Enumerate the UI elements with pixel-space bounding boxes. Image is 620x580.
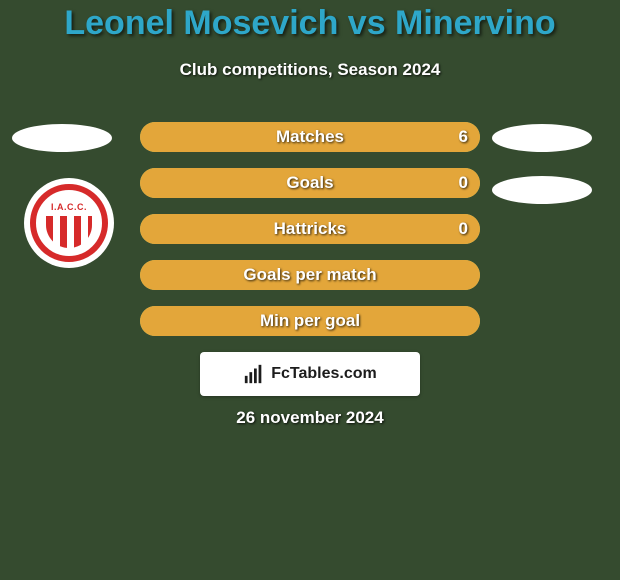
stat-label: Matches	[140, 122, 480, 152]
stat-row: Goals per match	[140, 260, 480, 290]
stat-value: 6	[459, 122, 468, 152]
stat-row: Matches6	[140, 122, 480, 152]
stat-label: Hattricks	[140, 214, 480, 244]
stat-label: Goals per match	[140, 260, 480, 290]
attribution-text: FcTables.com	[271, 365, 377, 383]
bar-chart-icon	[243, 363, 265, 385]
player-avatar-right	[492, 124, 592, 152]
date-label: 26 november 2024	[0, 408, 620, 428]
club-badge-stripes	[46, 216, 92, 248]
subtitle: Club competitions, Season 2024	[0, 60, 620, 80]
stat-row: Goals0	[140, 168, 480, 198]
stat-value: 0	[459, 168, 468, 198]
stat-value: 0	[459, 214, 468, 244]
attribution-box: FcTables.com	[200, 352, 420, 396]
player-avatar-left	[12, 124, 112, 152]
club-badge-text: I.A.C.C.	[36, 202, 102, 212]
stat-label: Min per goal	[140, 306, 480, 336]
club-badge-left: I.A.C.C.	[24, 178, 114, 268]
comparison-infographic: Leonel Mosevich vs Minervino Club compet…	[0, 0, 620, 580]
stat-row: Hattricks0	[140, 214, 480, 244]
club-badge-ring: I.A.C.C.	[30, 184, 108, 262]
stat-label: Goals	[140, 168, 480, 198]
club-badge-right-placeholder	[492, 176, 592, 204]
stat-row: Min per goal	[140, 306, 480, 336]
page-title: Leonel Mosevich vs Minervino	[0, 4, 620, 43]
